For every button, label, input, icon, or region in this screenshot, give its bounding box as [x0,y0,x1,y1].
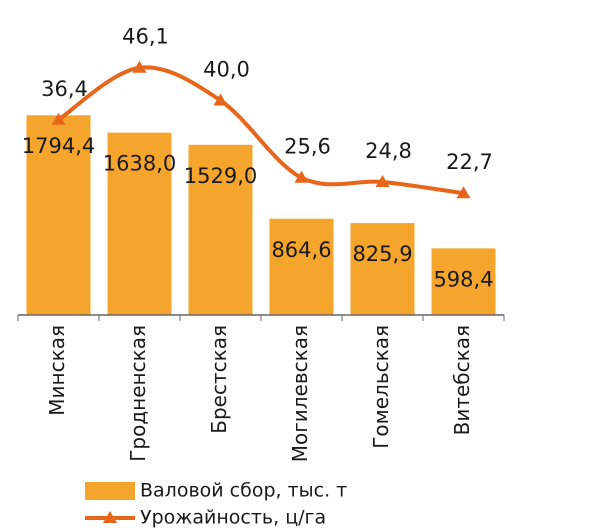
bar-label: 1638,0 [103,152,176,176]
line-label: 46,1 [122,25,169,49]
x-tick-label: Витебская [450,325,474,435]
line-label: 22,7 [446,150,493,174]
legend-swatch [85,482,135,500]
marker [213,93,228,106]
legend-label: Валовой сбор, тыс. т [140,480,347,502]
x-tick-label: Гродненская [126,325,150,462]
bar [350,223,415,315]
line-label: 40,0 [203,57,250,81]
legend-label: Урожайность, ц/га [140,507,326,529]
x-tick-label: Минская [45,325,69,416]
bar-label: 864,6 [271,238,331,262]
x-tick-label: Гомельская [369,325,393,449]
x-tick-label: Могилевская [288,325,312,462]
bar [107,132,172,315]
bar [269,218,334,315]
bar-label: 1529,0 [184,164,257,188]
line-label: 25,6 [284,135,331,159]
marker [51,112,66,125]
x-tick-label: Брестская [207,325,231,434]
marker [132,60,147,73]
bar [431,248,496,315]
marker [375,174,390,187]
bar-label: 598,4 [433,267,493,291]
bar [188,144,253,315]
legend-marker [103,511,117,523]
line-label: 36,4 [41,77,88,101]
line [57,65,464,196]
marker [294,170,309,183]
line-label: 24,8 [365,139,412,163]
bar-label: 1794,4 [22,134,95,158]
bar [26,115,91,316]
bar-label: 825,9 [352,242,412,266]
marker [456,186,471,199]
